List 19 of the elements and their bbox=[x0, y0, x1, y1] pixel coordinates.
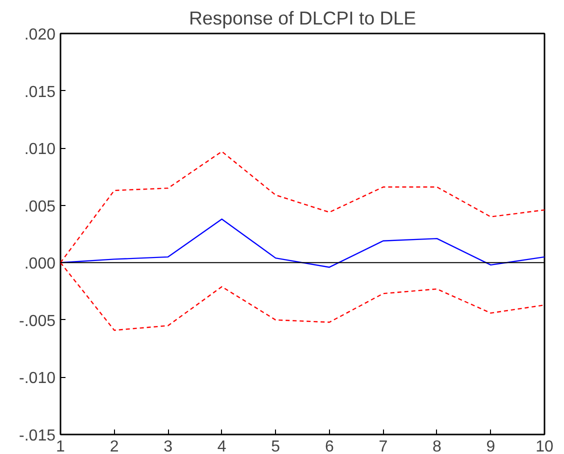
y-tick-label: -.010 bbox=[19, 370, 56, 388]
x-tick-label: 5 bbox=[271, 438, 280, 454]
x-tick-label: 9 bbox=[486, 438, 496, 454]
x-tick-label: 10 bbox=[536, 438, 554, 454]
y-tick-label: .000 bbox=[24, 256, 56, 273]
x-tick-label: 7 bbox=[378, 438, 388, 454]
x-tick-label: 1 bbox=[56, 438, 66, 454]
y-tick-label: .005 bbox=[24, 198, 56, 216]
x-tick-label: 2 bbox=[110, 438, 119, 454]
y-tick-label: .015 bbox=[24, 84, 56, 101]
y-tick-label: -.005 bbox=[19, 312, 56, 330]
x-tick-label: 4 bbox=[217, 438, 226, 454]
y-tick-label: -.015 bbox=[19, 428, 56, 444]
y-tick-label: .010 bbox=[24, 141, 56, 158]
x-tick-label: 8 bbox=[432, 438, 442, 454]
chart-title: Response of DLCPI to DLE bbox=[188, 8, 416, 28]
x-tick-label: 6 bbox=[324, 438, 334, 454]
y-tick-label: .020 bbox=[24, 26, 56, 44]
x-tick-label: 3 bbox=[164, 438, 173, 454]
